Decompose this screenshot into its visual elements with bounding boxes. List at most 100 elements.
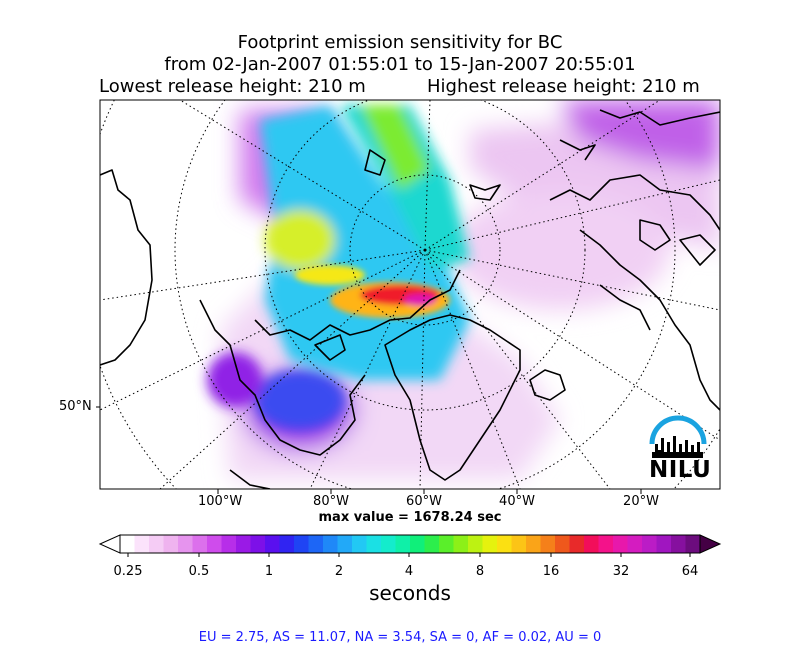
- meridian-2: [159, 249, 426, 489]
- colorbar-extend-low: [98, 534, 121, 554]
- meridian-10: [424, 100, 661, 251]
- latitude-circle-0: [349, 174, 501, 326]
- meridian-1: [100, 249, 426, 411]
- meridian-0: [100, 249, 426, 301]
- colorbar-segment: [120, 535, 136, 553]
- colorbar-tick-label: 32: [612, 564, 630, 579]
- colorbar-segment: [279, 535, 295, 553]
- colorbar-segment: [569, 535, 585, 553]
- title-line-2: from 02-Jan-2007 01:55:01 to 15-Jan-2007…: [164, 54, 636, 75]
- colorbar-label: seconds: [369, 581, 451, 605]
- colorbar-segment: [656, 535, 672, 553]
- meridian-3: [309, 249, 426, 489]
- y-tick-label-50n: 50°N: [59, 399, 92, 414]
- colorbar-segment: [207, 535, 223, 553]
- colorbar-tick-label: 4: [404, 564, 414, 579]
- nilu-logo: [649, 415, 707, 458]
- colorbar-segment: [671, 535, 687, 553]
- colorbar-segment: [192, 535, 208, 553]
- coastline-2: [254, 269, 461, 341]
- nilu-logo-skyline: [652, 436, 703, 458]
- colorbar-segment: [627, 535, 643, 553]
- colorbar-segment: [178, 535, 194, 553]
- colorbar-extend-high: [699, 534, 722, 554]
- x-tick-label: 100°W: [198, 494, 243, 509]
- meridian-6: [424, 249, 611, 489]
- x-tick-marks: [217, 489, 642, 494]
- colorbar-segment: [294, 535, 310, 553]
- colorbar-tick-label: 2: [334, 564, 344, 579]
- colorbar-segment: [497, 535, 513, 553]
- colorbar-segment: [555, 535, 571, 553]
- graticule: [100, 100, 720, 489]
- regional-stats: EU = 2.75, AS = 11.07, NA = 3.54, SA = 0…: [198, 630, 602, 645]
- coastline-3: [384, 314, 521, 481]
- colorbar-segment: [468, 535, 484, 553]
- colorbar-segment: [149, 535, 165, 553]
- colorbar-segment: [439, 535, 455, 553]
- colorbar-tick-label: 16: [542, 564, 560, 579]
- colorbar-segment: [308, 535, 324, 553]
- colorbar-segment: [482, 535, 498, 553]
- coastline-15: [679, 234, 716, 266]
- colorbar-segment: [410, 535, 426, 553]
- colorbar-tick-label: 1: [264, 564, 274, 579]
- colorbar-segment: [265, 535, 281, 553]
- colorbar-segment: [366, 535, 382, 553]
- colorbar-frame: [119, 534, 701, 554]
- coastline-6: [549, 174, 720, 231]
- colorbar-segment: [424, 535, 440, 553]
- colorbar-segment: [381, 535, 397, 553]
- x-tick-label: 80°W: [313, 494, 349, 509]
- lowest-release-height: Lowest release height: 210 m: [99, 76, 366, 97]
- meridian-4: [419, 249, 426, 489]
- coastline-5: [469, 184, 501, 201]
- title-line-1: Footprint emission sensitivity for BC: [237, 32, 563, 53]
- colorbar-segment: [221, 535, 237, 553]
- colorbar-tick-label: 8: [475, 564, 485, 579]
- latitude-circle-1: [264, 100, 586, 411]
- colorbar-segment: [613, 535, 629, 553]
- nilu-logo-text: NILU: [649, 457, 712, 483]
- coastline-8: [599, 284, 651, 331]
- colorbar-segment: [395, 535, 411, 553]
- meridian-12: [179, 100, 426, 251]
- nilu-logo-arc: [649, 415, 707, 445]
- colorbar-segment: [236, 535, 252, 553]
- colorbar-segment: [584, 535, 600, 553]
- colorbar-segment: [163, 535, 179, 553]
- colorbar-tick-label: 0.5: [188, 564, 210, 579]
- highest-release-height: Highest release height: 210 m: [427, 76, 700, 97]
- colorbar: [98, 534, 722, 557]
- coastline-12: [364, 149, 386, 176]
- coastline-14: [639, 219, 671, 251]
- map-frame: [99, 99, 721, 490]
- meridian-8: [424, 249, 720, 311]
- colorbar-segment: [134, 535, 150, 553]
- coastline-9: [529, 369, 566, 401]
- coastline-4: [229, 469, 271, 489]
- coastline-1: [199, 299, 366, 456]
- colorbar-segment: [598, 535, 614, 553]
- max-value-label: max value = 1678.24 sec: [318, 510, 502, 525]
- latitude-circle-2: [174, 100, 676, 489]
- x-tick-label: 40°W: [499, 494, 535, 509]
- colorbar-segment: [352, 535, 368, 553]
- coastline-13: [314, 334, 346, 361]
- meridian-9: [424, 179, 720, 251]
- colorbar-segment: [685, 535, 701, 553]
- coastline-11: [559, 139, 596, 161]
- colorbar-segment: [540, 535, 556, 553]
- colorbar-tick-label: 64: [681, 564, 699, 579]
- colorbar-segment: [337, 535, 353, 553]
- colorbar-segment: [323, 535, 339, 553]
- x-tick-label: 60°W: [406, 494, 442, 509]
- sensitivity-field: [207, 100, 720, 480]
- coastline-10: [599, 109, 720, 126]
- colorbar-segment: [511, 535, 527, 553]
- colorbar-segment: [250, 535, 266, 553]
- colorbar-tick-label: 0.25: [113, 564, 143, 579]
- colorbar-segment: [526, 535, 542, 553]
- coastline-0: [100, 169, 153, 366]
